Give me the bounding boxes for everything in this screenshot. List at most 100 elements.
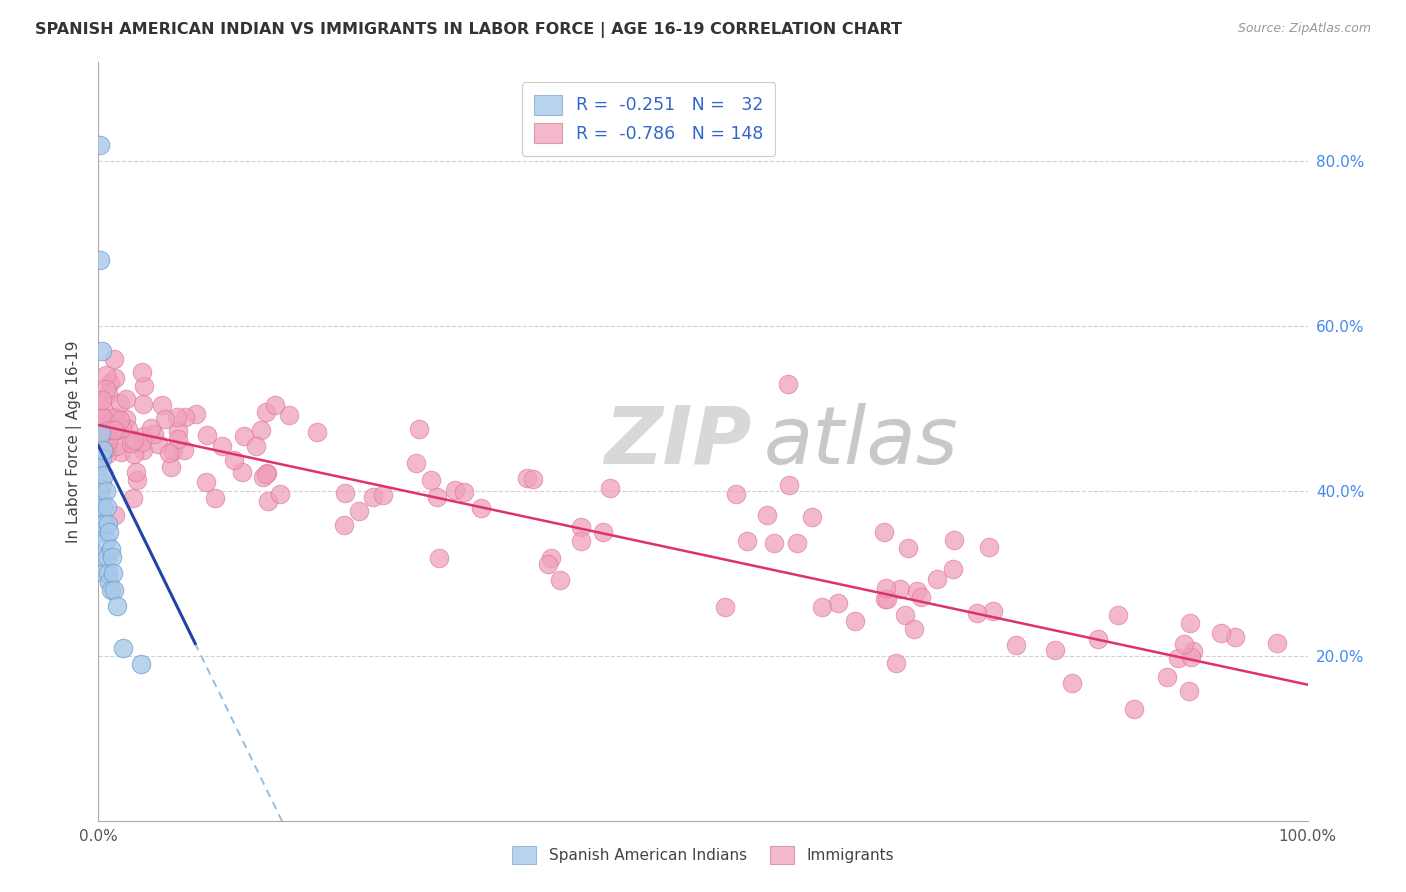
Point (139, 421, 162, 435)
Text: SPANISH AMERICAN INDIAN VS IMMIGRANTS IN LABOR FORCE | AGE 16-19 CORRELATION CHA: SPANISH AMERICAN INDIAN VS IMMIGRANTS IN… (35, 22, 903, 38)
Point (110, 445, 132, 459)
Point (786, 535, 808, 549)
Point (1178, 684, 1201, 698)
Point (159, 446, 181, 460)
Point (252, 470, 274, 484)
Point (90, 482, 112, 496)
Point (97, 566, 120, 581)
Point (347, 504, 370, 518)
Point (93, 467, 115, 482)
Point (233, 429, 256, 443)
Point (245, 438, 267, 452)
Point (107, 423, 129, 437)
Point (1087, 632, 1109, 646)
Point (90, 492, 112, 507)
Point (153, 412, 176, 426)
Point (94, 382, 117, 396)
Point (966, 606, 988, 620)
Point (778, 477, 800, 491)
Point (91, 450, 114, 465)
Point (592, 524, 614, 539)
Point (122, 491, 145, 505)
Point (125, 465, 148, 479)
Point (373, 488, 395, 502)
Point (166, 410, 188, 425)
Point (427, 551, 450, 566)
Point (91, 508, 114, 523)
Point (927, 572, 949, 586)
Point (129, 657, 152, 671)
Point (763, 535, 786, 549)
Point (903, 622, 925, 636)
Point (91, 475, 114, 490)
Point (173, 442, 195, 457)
Point (104, 439, 127, 453)
Point (89, 459, 111, 474)
Point (184, 407, 207, 421)
Point (167, 425, 190, 439)
Point (1209, 625, 1232, 640)
Point (114, 412, 136, 426)
Point (101, 411, 124, 425)
Point (875, 581, 897, 595)
Point (173, 409, 195, 424)
Point (444, 483, 467, 498)
Point (90, 407, 112, 421)
Point (516, 471, 538, 485)
Point (90, 525, 112, 540)
Point (98, 574, 121, 589)
Point (420, 473, 443, 487)
Point (91, 343, 114, 358)
Point (453, 484, 475, 499)
Point (97, 434, 120, 448)
Point (211, 439, 233, 453)
Point (124, 447, 146, 461)
Point (548, 573, 571, 587)
Point (96, 430, 118, 444)
Point (537, 558, 560, 572)
Point (1156, 670, 1178, 684)
Point (194, 475, 217, 490)
Point (195, 428, 218, 442)
Point (844, 614, 866, 628)
Point (910, 590, 932, 604)
Point (90, 408, 112, 422)
Point (470, 501, 492, 516)
Point (93, 516, 115, 531)
Point (886, 656, 908, 670)
Text: Source: ZipAtlas.com: Source: ZipAtlas.com (1237, 22, 1371, 36)
Point (91, 500, 114, 515)
Point (1182, 644, 1205, 658)
Point (101, 566, 124, 581)
Point (98, 525, 121, 540)
Point (91, 549, 114, 564)
Point (1107, 608, 1129, 623)
Point (90, 445, 112, 459)
Point (97, 423, 120, 437)
Point (97, 387, 120, 401)
Point (91, 392, 114, 407)
Point (1180, 649, 1202, 664)
Point (108, 413, 131, 427)
Point (1043, 643, 1066, 657)
Point (167, 432, 190, 446)
Point (875, 592, 897, 607)
Point (776, 376, 799, 391)
Point (540, 550, 562, 565)
Point (231, 466, 253, 480)
Point (981, 604, 1004, 618)
Text: ZIP: ZIP (605, 402, 751, 481)
Point (1178, 615, 1201, 630)
Point (159, 460, 181, 475)
Point (98, 423, 121, 437)
Point (942, 533, 965, 548)
Point (735, 533, 758, 548)
Point (122, 434, 145, 448)
Point (250, 423, 273, 437)
Point (105, 599, 128, 614)
Point (110, 395, 132, 409)
Point (713, 599, 735, 614)
Point (222, 452, 245, 467)
Point (89, 137, 111, 152)
Point (599, 481, 621, 495)
